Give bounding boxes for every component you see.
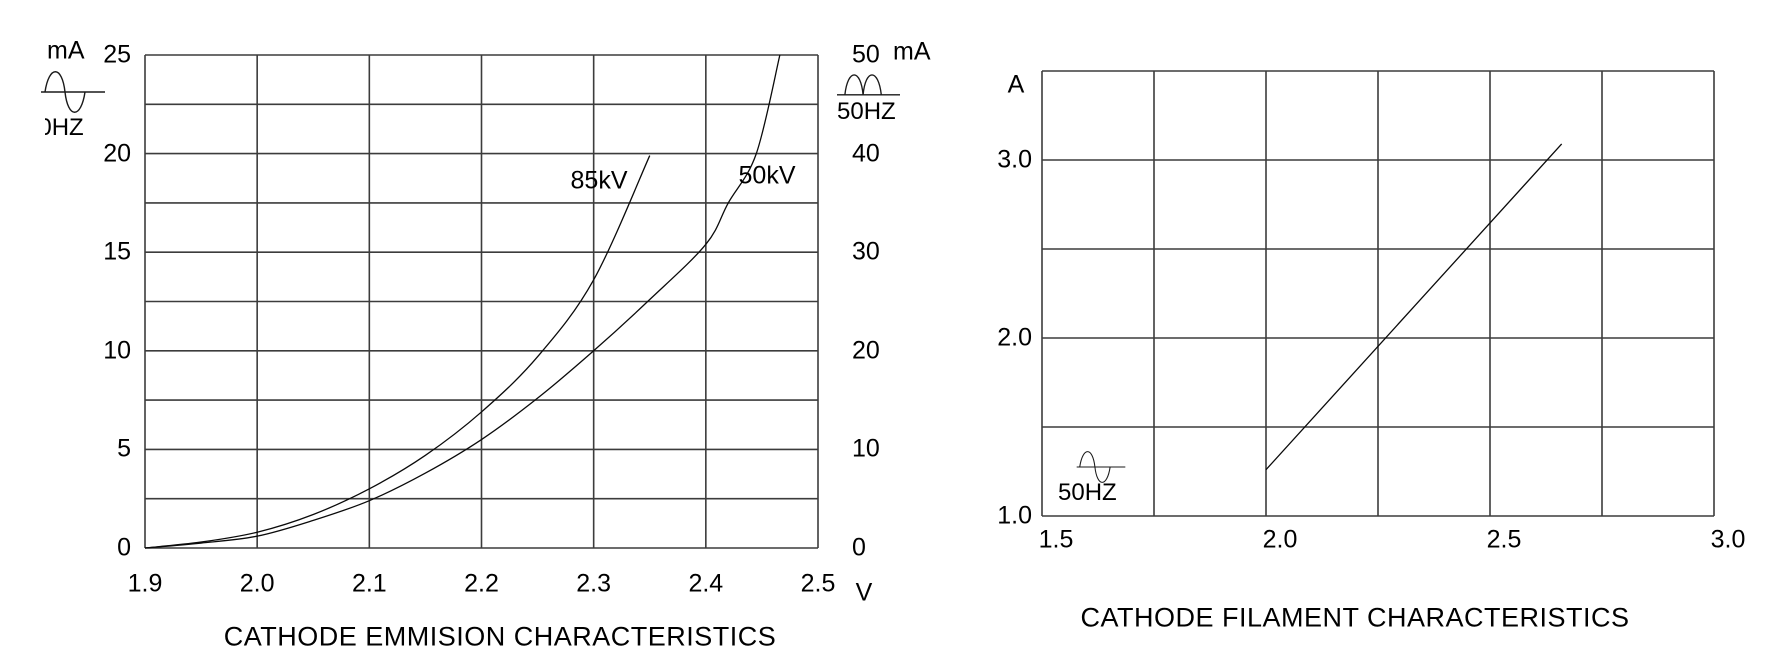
series-label-85kV: 85kV <box>570 166 628 195</box>
cathode-emission-right-y-tick-label: 50 <box>852 40 880 69</box>
cathode-emission-right-y-tick-label: 10 <box>852 434 880 463</box>
filament-chart-title: CATHODE FILAMENT CHARACTERISTICS <box>1080 602 1630 633</box>
emission-right-axis-freq-label: 50HZ <box>837 98 896 125</box>
cathode-emission-x-tick-label: 2.0 <box>239 569 275 598</box>
cathode-filament-y-tick-label: 3.0 <box>997 145 1032 174</box>
cathode-emission-right-y-tick-label: 30 <box>852 237 880 266</box>
curve-50kV <box>144 54 781 549</box>
curve-85kV <box>144 155 651 549</box>
cathode-filament-x-tick-label: 2.5 <box>1486 525 1522 554</box>
cathode-emission-x-tick-label: 1.9 <box>127 569 163 598</box>
cathode-emission-y-tick-label: 10 <box>103 336 131 365</box>
cathode-emission-x-tick-label: 2.1 <box>351 569 387 598</box>
cathode-filament-x-tick-label: 2.0 <box>1262 525 1298 554</box>
cathode-emission-x-tick-label: 2.4 <box>688 569 724 598</box>
cathode-emission-y-tick-label: 15 <box>103 237 131 266</box>
freq-label-text: 50HZ <box>45 116 84 141</box>
emission-left-axis-unit: mA <box>47 36 85 65</box>
emission-x-axis-unit: V <box>855 578 873 607</box>
filament-y-axis-unit: A <box>1007 70 1025 99</box>
series-label-50kV: 50kV <box>738 161 796 190</box>
full-wave-rectified-icon <box>837 74 900 96</box>
cathode-emission-right-y-tick-label: 0 <box>852 533 866 562</box>
cathode-emission-y-tick-label: 5 <box>117 434 131 463</box>
emission-right-axis-unit: mA <box>893 37 931 66</box>
cathode-emission-y-tick-label: 20 <box>103 139 131 168</box>
cathode-emission-plot <box>144 54 819 549</box>
cathode-emission-x-tick-label: 2.2 <box>464 569 499 598</box>
cathode-emission-y-tick-label: 25 <box>103 40 131 69</box>
curve-filament-current <box>1265 143 1563 471</box>
cathode-emission-right-y-tick-label: 40 <box>852 139 880 168</box>
cathode-filament-plot <box>1041 70 1715 517</box>
cathode-filament-y-tick-label: 1.0 <box>997 501 1032 530</box>
sine-wave-icon <box>1076 451 1126 483</box>
sine-wave-icon <box>41 71 105 113</box>
cathode-emission-x-tick-label: 2.5 <box>800 569 836 598</box>
emission-left-axis-freq-label-clipped: 50HZ <box>45 116 93 142</box>
cathode-filament-x-tick-label: 3.0 <box>1710 525 1746 554</box>
cathode-emission-right-y-tick-label: 20 <box>852 336 880 365</box>
cathode-filament-x-tick-label: 1.5 <box>1038 525 1074 554</box>
cathode-filament-y-tick-label: 2.0 <box>997 323 1032 352</box>
cathode-emission-y-tick-label: 0 <box>117 533 131 562</box>
filament-freq-label: 50HZ <box>1058 479 1117 506</box>
emission-chart-title: CATHODE EMMISION CHARACTERISTICS <box>223 621 777 652</box>
cathode-emission-x-tick-label: 2.3 <box>576 569 612 598</box>
